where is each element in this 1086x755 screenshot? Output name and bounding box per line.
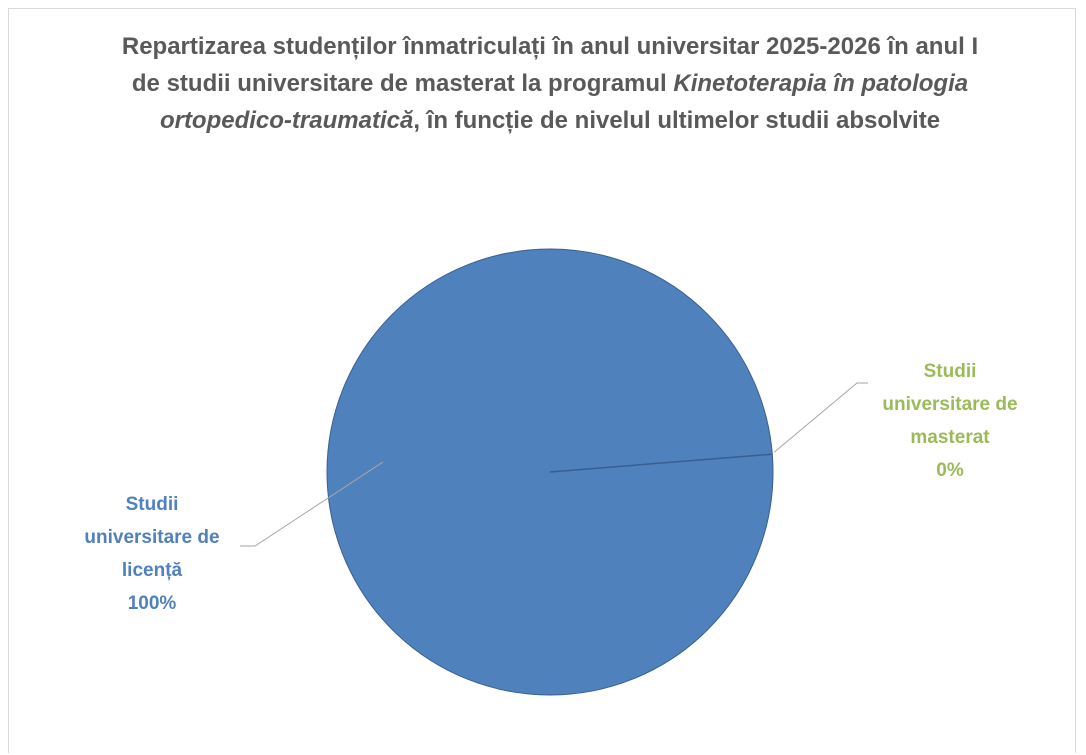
value-label: 100%: [127, 593, 177, 614]
leader-line: [240, 461, 384, 547]
data-label: Studii universitare de masterat 0%: [870, 355, 1030, 487]
slice-edge: [549, 453, 773, 473]
value-label: 0%: [936, 460, 964, 481]
leader-line: [773, 382, 868, 453]
data-label: Studii universitare de licență 100%: [72, 488, 232, 620]
chart-title: Repartizarea studenților înmatriculați î…: [110, 28, 990, 139]
chart-frame: [8, 8, 1076, 753]
title-part: Repartizarea studenților înmatriculați î…: [121, 33, 979, 97]
category-label: Studii universitare de licență: [84, 494, 220, 581]
category-label: Studii universitare de masterat: [882, 361, 1018, 448]
title-part: Kinetoterapia în patologia ortopedico-tr…: [159, 70, 969, 134]
title-part: , în funcție de nivelul ultimelor studii…: [413, 107, 941, 134]
